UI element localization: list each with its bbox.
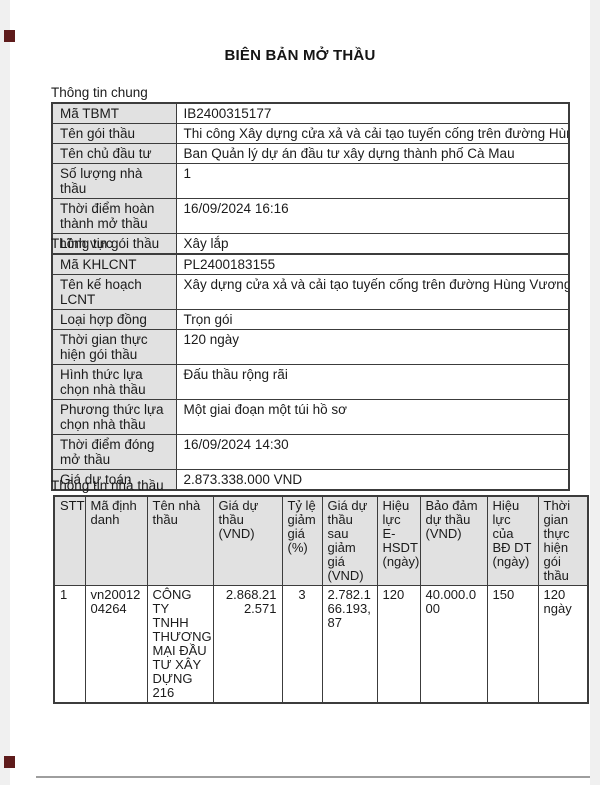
- col-header-ten-nha-thau: Tên nhà thầu: [146, 495, 214, 586]
- table-row: Thời gian thực hiện gói thầu 120 ngày: [51, 329, 570, 365]
- table-row: Phương thức lựa chọn nhà thầu Một giai đ…: [51, 399, 570, 435]
- cell-gia-sau-giam-gia: 2.782.166.193,87: [321, 585, 378, 704]
- col-header-thoi-gian-thuc-hien: Thời gian thực hiện gói thầu: [537, 495, 589, 586]
- row-value: Xây lắp: [175, 233, 570, 255]
- table-row: Thời điểm đóng mở thầu 16/09/2024 14:30: [51, 434, 570, 470]
- row-value: 16/09/2024 16:16: [175, 198, 570, 234]
- package-info-table: Mã KHLCNT PL2400183155 Tên kế hoạch LCNT…: [51, 253, 570, 491]
- table-row: Hình thức lựa chọn nhà thầu Đấu thầu rộn…: [51, 364, 570, 400]
- general-info-table: Mã TBMT IB2400315177 Tên gói thầu Thi cô…: [51, 102, 570, 255]
- page-gutter-left: [0, 0, 10, 785]
- row-label: Số lượng nhà thầu: [51, 163, 177, 199]
- row-label: Thời gian thực hiện gói thầu: [51, 329, 177, 365]
- row-label: Phương thức lựa chọn nhà thầu: [51, 399, 177, 435]
- section-heading-package: Thông tin gói thầu: [51, 236, 160, 251]
- col-header-bao-dam-du-thau: Bảo đảm dự thầu (VND): [419, 495, 488, 586]
- col-header-ty-le-giam-gia: Tỷ lệ giảm giá (%): [281, 495, 323, 586]
- table-row: Giá dự toán 2.873.338.000 VND: [51, 469, 570, 491]
- cell-stt: 1: [53, 585, 86, 704]
- row-label: Tên kế hoạch LCNT: [51, 274, 177, 310]
- contractors-table: STT Mã định danh Tên nhà thầu Giá dự thầ…: [53, 495, 589, 704]
- col-header-gia-du-thau: Giá dự thầu (VND): [212, 495, 283, 586]
- cell-bao-dam-du-thau: 40.000.000: [419, 585, 488, 704]
- cell-gia-du-thau: 2.868.212.571: [212, 585, 283, 704]
- col-header-ma-dinh-danh: Mã định danh: [84, 495, 148, 586]
- table-row: Tên gói thầu Thi công Xây dựng cửa xả và…: [51, 123, 570, 144]
- section-heading-contractors: Thông tin nhà thầu: [51, 478, 164, 493]
- row-label: Thời điểm hoàn thành mở thầu: [51, 198, 177, 234]
- row-label: Mã KHLCNT: [51, 253, 177, 275]
- row-value: PL2400183155: [175, 253, 570, 275]
- page-bottom-divider: [36, 776, 590, 778]
- row-value: Một giai đoạn một túi hồ sơ: [175, 399, 570, 435]
- row-value: Trọn gói: [175, 309, 570, 330]
- row-value: 2.873.338.000 VND: [175, 469, 570, 491]
- row-label: Hình thức lựa chọn nhà thầu: [51, 364, 177, 400]
- cell-hieu-luc-bd-dt: 150: [486, 585, 539, 704]
- contractors-header-row: STT Mã định danh Tên nhà thầu Giá dự thầ…: [53, 495, 589, 586]
- edge-marker-bottom: [4, 756, 15, 768]
- cell-ten-nha-thau: CÔNG TY TNHH THƯƠNG MẠI ĐẦU TƯ XÂY DỰNG …: [146, 585, 214, 704]
- row-value: IB2400315177: [175, 102, 570, 124]
- document-title: BIÊN BẢN MỞ THẦU: [224, 47, 376, 64]
- row-value: 1: [175, 163, 570, 199]
- edge-marker-top: [4, 30, 15, 42]
- table-row: Thời điểm hoàn thành mở thầu 16/09/2024 …: [51, 198, 570, 234]
- row-label: Thời điểm đóng mở thầu: [51, 434, 177, 470]
- row-label: Giá dự toán: [51, 469, 177, 491]
- row-label: Mã TBMT: [51, 102, 177, 124]
- section-heading-general: Thông tin chung: [51, 85, 148, 100]
- col-header-hieu-luc-bd-dt: Hiệu lực của BĐ DT (ngày): [486, 495, 539, 586]
- row-value: Ban Quản lý dự án đầu tư xây dựng thành …: [175, 143, 570, 164]
- cell-thoi-gian-thuc-hien: 120 ngày: [537, 585, 589, 704]
- table-row: Tên kế hoạch LCNT Xây dựng cửa xả và cải…: [51, 274, 570, 310]
- cell-ty-le-giam-gia: 3: [281, 585, 323, 704]
- table-row: Tên chủ đầu tư Ban Quản lý dự án đầu tư …: [51, 143, 570, 164]
- table-row: Số lượng nhà thầu 1: [51, 163, 570, 199]
- row-label: Loại hợp đồng: [51, 309, 177, 330]
- col-header-hieu-luc-ehsdt: Hiệu lực E-HSDT (ngày): [376, 495, 421, 586]
- row-value: Xây dựng cửa xả và cải tạo tuyến cống tr…: [175, 274, 570, 310]
- cell-ma-dinh-danh: vn2001204264: [84, 585, 148, 704]
- row-value: 120 ngày: [175, 329, 570, 365]
- table-row: Mã KHLCNT PL2400183155: [51, 253, 570, 275]
- row-value: 16/09/2024 14:30: [175, 434, 570, 470]
- table-row: Loại hợp đồng Trọn gói: [51, 309, 570, 330]
- col-header-stt: STT: [53, 495, 86, 586]
- cell-hieu-luc-ehsdt: 120: [376, 585, 421, 704]
- page-gutter-right: [590, 0, 600, 785]
- contractor-row: 1 vn2001204264 CÔNG TY TNHH THƯƠNG MẠI Đ…: [53, 585, 589, 704]
- row-label: Lĩnh vực: [51, 233, 177, 255]
- row-label: Tên gói thầu: [51, 123, 177, 144]
- table-row: Mã TBMT IB2400315177: [51, 102, 570, 124]
- row-label: Tên chủ đầu tư: [51, 143, 177, 164]
- row-value: Thi công Xây dựng cửa xả và cải tạo tuyế…: [175, 123, 570, 144]
- row-value: Đấu thầu rộng rãi: [175, 364, 570, 400]
- table-row: Lĩnh vực Xây lắp: [51, 233, 570, 255]
- col-header-gia-sau-giam-gia: Giá dự thầu sau giảm giá (VND): [321, 495, 378, 586]
